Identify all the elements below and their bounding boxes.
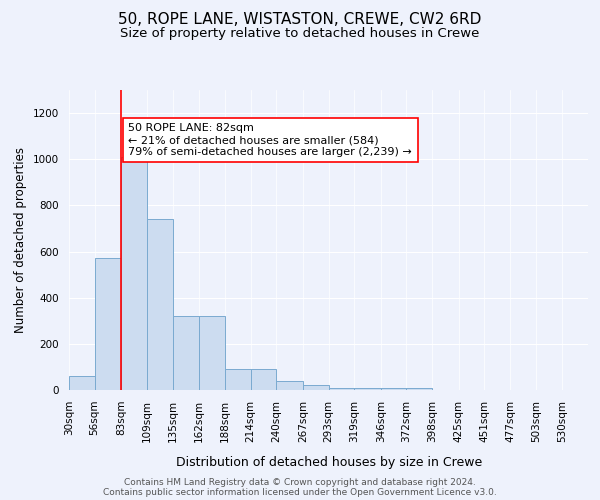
Bar xyxy=(69,376,95,390)
Bar xyxy=(381,388,406,390)
Bar xyxy=(251,369,276,390)
Bar xyxy=(147,219,173,390)
Bar xyxy=(303,386,329,390)
Bar xyxy=(276,381,303,390)
Text: Size of property relative to detached houses in Crewe: Size of property relative to detached ho… xyxy=(121,26,479,40)
Bar xyxy=(121,157,147,390)
Bar xyxy=(225,369,251,390)
Bar xyxy=(95,258,121,390)
Y-axis label: Number of detached properties: Number of detached properties xyxy=(14,147,28,333)
Bar xyxy=(173,316,199,390)
Bar xyxy=(406,388,432,390)
Bar xyxy=(199,316,225,390)
Bar xyxy=(329,388,354,390)
Text: 50, ROPE LANE, WISTASTON, CREWE, CW2 6RD: 50, ROPE LANE, WISTASTON, CREWE, CW2 6RD xyxy=(118,12,482,28)
Text: Distribution of detached houses by size in Crewe: Distribution of detached houses by size … xyxy=(176,456,482,469)
Text: Contains HM Land Registry data © Crown copyright and database right 2024.
Contai: Contains HM Land Registry data © Crown c… xyxy=(103,478,497,497)
Bar xyxy=(354,388,381,390)
Text: 50 ROPE LANE: 82sqm
← 21% of detached houses are smaller (584)
79% of semi-detac: 50 ROPE LANE: 82sqm ← 21% of detached ho… xyxy=(128,124,412,156)
